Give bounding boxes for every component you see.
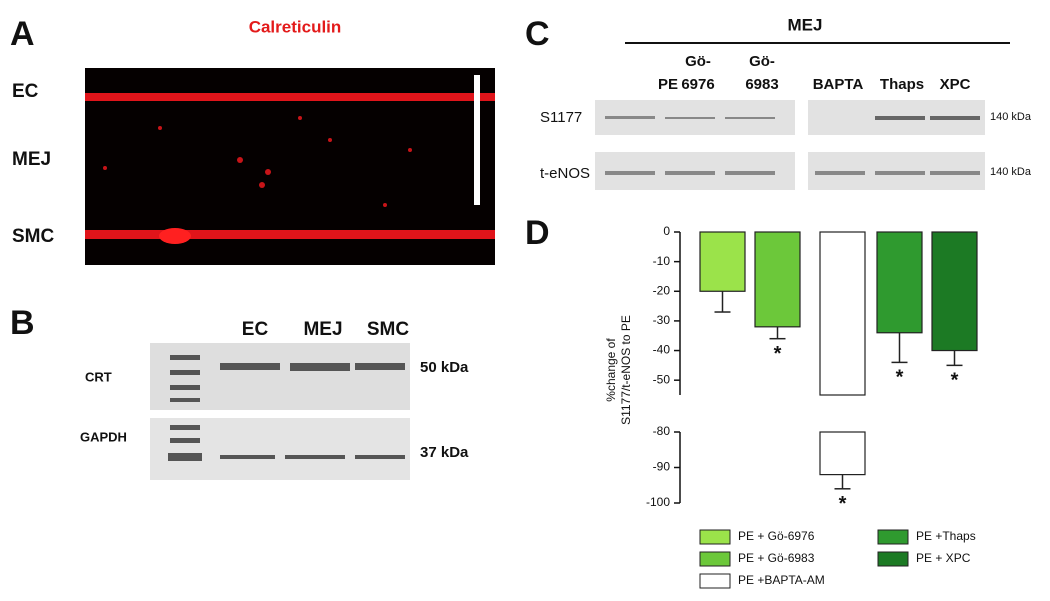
legend-swatch [877,551,909,567]
bar [699,231,746,292]
scale-bar [474,75,480,205]
size-label: 50 kDa [420,359,469,376]
lane-label: Gö- [749,53,775,70]
y-tick-label: -20 [653,283,671,297]
row-label: MEJ [12,149,51,170]
y-tick-label: -90 [653,460,671,474]
y-tick-label: -30 [653,313,671,327]
legend-label: PE + XPC [916,551,971,565]
legend-label: PE +BAPTA-AM [738,573,825,587]
bar [819,231,866,396]
lane-label: XPC [940,76,971,93]
panel-letter: B [10,304,35,342]
smc-layer [85,230,495,239]
bar [931,231,978,352]
y-tick-label: -100 [646,495,670,509]
significance: * [951,370,959,392]
row-label: EC [12,81,39,102]
lane-labels: PE Gö- 6976 Gö- 6983 BAPTA Thaps XPC [658,53,971,93]
y-tick-label: -10 [653,254,671,268]
row-label: t-eNOS [540,165,590,182]
blot-bands [605,116,980,175]
blot-bands [168,355,405,461]
panel-letter: D [525,214,550,252]
ec-layer [85,93,495,101]
lane-label: MEJ [303,319,342,340]
panel-letter: A [10,15,35,53]
lane-label: Thaps [880,76,924,93]
size-label: 37 kDa [420,444,469,461]
y-tick-label: -50 [653,372,671,386]
row-label: CRT [85,369,112,384]
group-header: MEJ [788,15,823,34]
row-label: SMC [12,226,55,247]
panel-title: Calreticulin [249,17,342,36]
lane-label: SMC [367,319,410,340]
y-tick-label: -80 [653,424,671,438]
panel-letter: C [525,15,550,53]
legend-swatch [877,529,909,545]
legend-label: PE +Thaps [916,529,976,543]
significance: * [896,367,904,389]
row-label: GAPDH [80,429,127,444]
y-tick-label: -40 [653,343,671,357]
lane-label: PE [658,76,678,93]
size-label: 140 kDa [990,111,1032,123]
y-axis-label: S1177/t-eNOS to PE [619,315,633,425]
significance: * [774,343,782,365]
signal [159,228,191,244]
significance: * [839,493,847,515]
lane-label: EC [242,319,269,340]
y-tick-label: 0 [663,224,670,238]
legend-label: PE + Gö-6983 [738,551,815,565]
bar [754,231,801,328]
legend-swatch [699,529,731,545]
bar [876,231,923,334]
chart: 0 -10 -20 -30 -40 -50 -80 -90 -100 %change of S117… [604,224,978,589]
mej-signal [103,116,412,207]
lane-label: BAPTA [813,76,864,93]
legend-swatch [699,551,731,567]
lane-label: Gö- [685,53,711,70]
lane-label: 6976 [681,76,714,93]
legend-swatch [699,573,731,589]
legend-label: PE + Gö-6976 [738,529,815,543]
y-axis-label: %change of [604,338,618,402]
size-label: 140 kDa [990,166,1032,178]
bar [819,431,866,476]
row-label: S1177 [540,109,582,126]
lane-label: 6983 [745,76,778,93]
